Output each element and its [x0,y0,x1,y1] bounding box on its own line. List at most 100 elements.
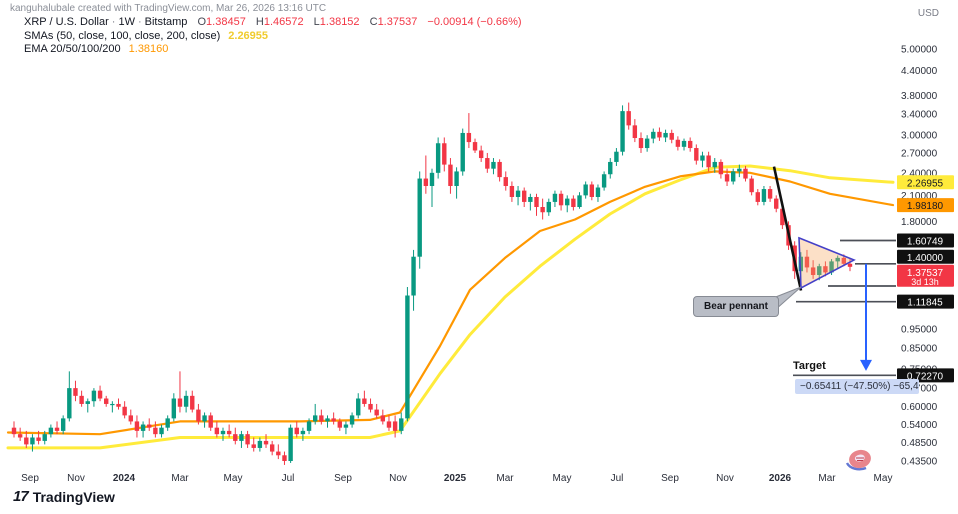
candle [620,111,625,152]
candle [11,427,17,435]
ema-label[interactable]: EMA 20/50/100/200 [24,43,121,55]
tradingview-logo-text: TradingView [32,488,115,505]
price-tick-label: 2.70000 [901,148,938,159]
candle [257,440,263,448]
candle [669,132,674,140]
close-value: 1.37537 [377,16,418,28]
candle [171,398,177,419]
candle [534,196,539,208]
candle [491,161,496,169]
candle [282,455,287,461]
time-tick-label: Mar [818,473,836,484]
symbol-title[interactable]: XRP / U.S. Dollar [24,16,109,28]
time-tick-label: Nov [716,473,734,484]
flagpole-trendline[interactable] [772,166,803,291]
candle [817,266,822,275]
candle [294,427,299,435]
candle [663,132,668,138]
candle [233,434,238,441]
candle [472,142,478,151]
candle [608,161,613,175]
candle [97,390,103,399]
candle [681,140,687,147]
candle [589,184,595,197]
candle [571,198,576,208]
price-axis-currency-label[interactable]: USD [917,8,939,19]
candle [122,406,127,416]
candle [515,190,521,197]
candle [48,427,54,435]
high-value: 1.46572 [263,16,304,28]
pennant-triangle[interactable] [798,236,856,290]
symbol-legend[interactable]: XRP / U.S. Dollar · 1W · Bitstamp O1.38457 H… [24,16,522,28]
candle [429,172,435,186]
sma-badge[interactable] [897,175,954,190]
candle [276,451,281,456]
time-tick-label: Mar [171,473,189,484]
candle [497,161,502,178]
price-tick-label: 0.60000 [901,402,938,413]
candle [626,111,631,126]
time-tick-label: Sep [661,473,679,484]
last-price-badge[interactable] [897,264,954,287]
exchange-label[interactable]: Bitstamp [144,16,188,28]
candle [644,138,650,149]
candle [442,143,447,165]
ema-orange-line [6,170,895,436]
candle [399,418,404,431]
candle [134,421,140,431]
time-tick-label: Jul [282,473,295,484]
tradingview-logo[interactable]: 17 TradingView [13,488,115,505]
candle [675,139,681,147]
candle [687,140,693,149]
measure-readout[interactable]: −0.65411 (−47.50%) −65,41 [795,379,919,394]
candle [774,198,779,209]
ema-indicator-legend[interactable]: EMA 20/50/100/200 1.38160 [24,43,168,55]
candle [313,415,318,422]
candle [140,424,146,431]
bear-pennant-callout[interactable]: Bear pennant [693,296,779,317]
candle [595,187,601,197]
change-value: −0.00914 (−0.66%) [427,16,522,28]
target-badge[interactable] [897,368,954,383]
candle [755,192,760,202]
candle [36,437,41,441]
ema-badge-text: 1.98180 [907,201,944,212]
candle [337,421,342,428]
open-label: O [197,16,207,28]
candle [810,267,816,275]
candle [583,184,588,196]
candle [380,415,386,422]
level-badge-entry[interactable] [897,249,954,264]
open-value: 1.38457 [206,16,246,28]
candle [362,398,367,404]
candle [577,195,582,208]
time-tick-label: Sep [21,473,39,484]
sma-indicator-legend[interactable]: SMAs (50, close, 100, close, 200, close)… [24,30,268,42]
time-tick-label: Jul [611,473,624,484]
interval-label[interactable]: 1W [118,16,135,28]
candle [104,398,109,404]
candle [657,131,662,138]
candle [700,155,705,161]
candle [478,150,484,159]
level-badge-low[interactable] [897,294,954,309]
ema-badge[interactable] [897,198,954,213]
price-tick-label: 0.54000 [901,420,938,431]
candle [220,430,226,435]
target-arrow-head [860,359,872,371]
candle [306,421,312,431]
candle [780,208,785,226]
candle [454,171,459,186]
candle [601,174,607,188]
level-badge-high[interactable] [897,233,954,248]
candle [405,295,410,419]
time-tick-label: May [224,473,243,484]
sma-label[interactable]: SMAs (50, close, 100, close, 200, close) [24,30,221,42]
candle [724,174,730,182]
candle [214,427,220,435]
candle [847,263,853,267]
candle [528,196,533,202]
candle [183,395,189,407]
